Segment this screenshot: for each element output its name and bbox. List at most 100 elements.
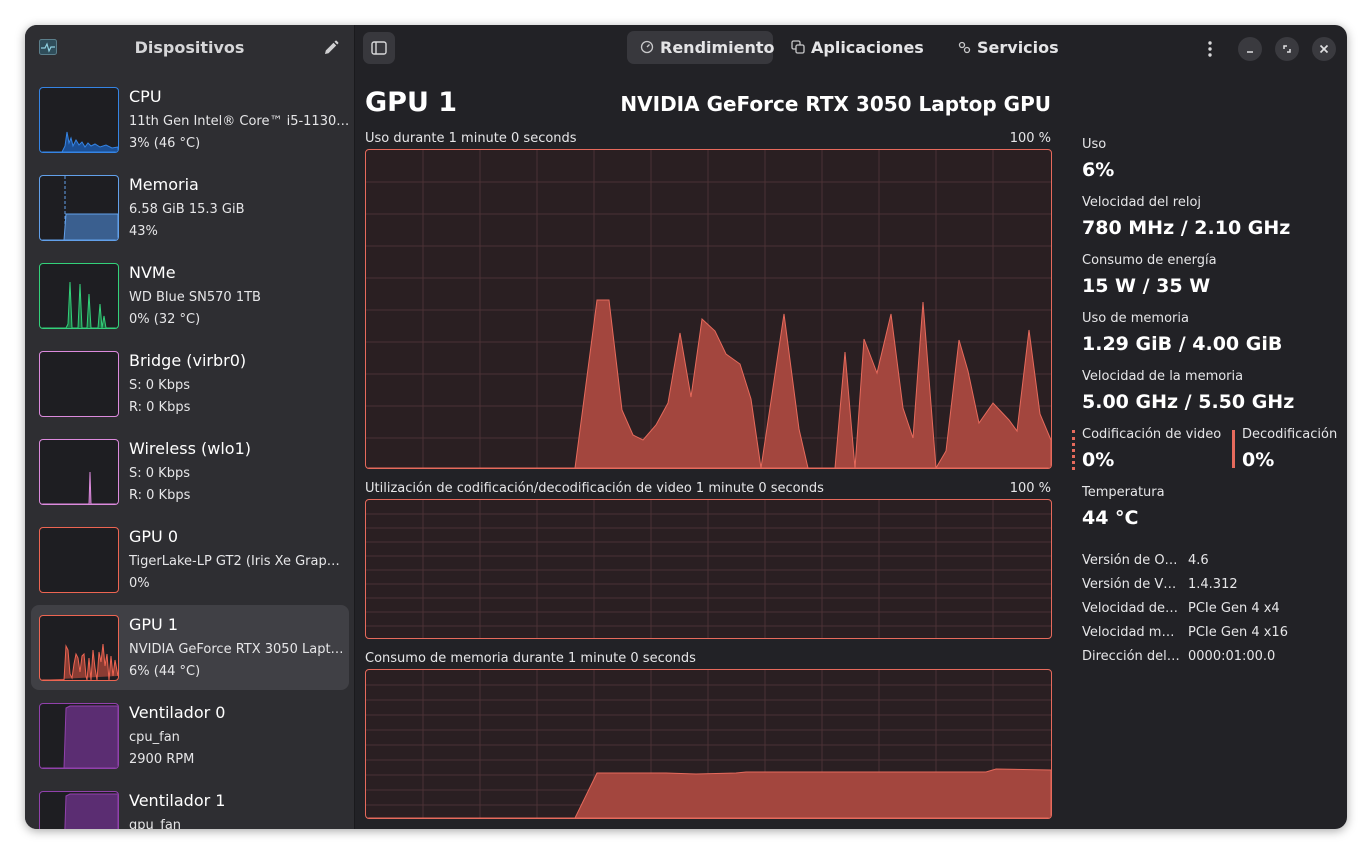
- device-item-gpu-1[interactable]: GPU 1 NVIDIA GeForce RTX 3050 Lapt… 6% (…: [31, 605, 349, 690]
- device-item-nvme[interactable]: NVMe WD Blue SN570 1TB 0% (32 °C): [31, 257, 349, 342]
- device-item-fan-1[interactable]: Ventilador 1 gpu_fan: [31, 785, 349, 829]
- device-thumbnail-gpu-1: [39, 615, 119, 681]
- device-detail: S: 0 Kbps: [129, 466, 190, 481]
- device-thumbnail-nvme: [39, 263, 119, 329]
- page-title: GPU 1: [365, 87, 458, 118]
- stat-decode-label: Decodificación d: [1242, 427, 1342, 442]
- usage-graph-max: 100 %: [1009, 131, 1051, 146]
- maximize-button[interactable]: [1275, 37, 1299, 61]
- stat-clock-label: Velocidad del reloj: [1082, 195, 1202, 210]
- close-icon: [1319, 44, 1329, 54]
- tab-label: Rendimiento: [660, 38, 775, 57]
- memory-graph: [365, 669, 1052, 819]
- device-thumbnail-bridge: [39, 351, 119, 417]
- device-detail: 11th Gen Intel® Core™ i5-1130…: [129, 114, 350, 129]
- sidebar-header: Dispositivos: [25, 25, 354, 71]
- device-item-fan-0[interactable]: Ventilador 0 cpu_fan 2900 RPM: [31, 697, 349, 782]
- device-item-bridge[interactable]: Bridge (virbr0) S: 0 Kbps R: 0 Kbps: [31, 345, 349, 430]
- device-name: GPU 0: [129, 527, 179, 546]
- device-thumbnail-fan-1: [39, 791, 119, 829]
- decode-legend-marker: [1232, 430, 1235, 468]
- device-detail: TigerLake-LP GT2 (Iris Xe Grap…: [129, 554, 340, 569]
- detail-value: PCIe Gen 4 x4: [1188, 601, 1280, 616]
- device-thumbnail-fan-0: [39, 703, 119, 769]
- detail-key: Velocidad de…: [1082, 601, 1179, 616]
- device-name: Ventilador 0: [129, 703, 226, 722]
- codec-graph: [365, 499, 1052, 639]
- detail-value: 0000:01:00.0: [1188, 649, 1276, 664]
- detail-value: 4.6: [1188, 553, 1209, 568]
- tab-label: Servicios: [977, 38, 1059, 57]
- tab-rendimiento[interactable]: Rendimiento: [627, 31, 775, 64]
- stat-clock-value: 780 MHz / 2.10 GHz: [1082, 217, 1291, 239]
- maximize-icon: [1283, 45, 1291, 53]
- device-name: Memoria: [129, 175, 199, 194]
- device-detail: NVIDIA GeForce RTX 3050 Lapt…: [129, 642, 344, 657]
- device-thumbnail-memoria: [39, 175, 119, 241]
- graph-grid: [366, 150, 1051, 468]
- device-name: GPU 1: [129, 615, 179, 634]
- codec-graph-label: Utilización de codificación/decodificaci…: [365, 481, 824, 496]
- device-status: 0% (32 °C): [129, 312, 201, 327]
- apps-icon: [791, 40, 805, 54]
- stat-encode-value: 0%: [1082, 449, 1115, 471]
- sidebar: Dispositivos CPU 11th Gen Intel® Core™ i…: [25, 25, 355, 829]
- memory-area: [366, 768, 1051, 818]
- stat-temp-value: 44 °C: [1082, 507, 1139, 529]
- stat-usage-value: 6%: [1082, 159, 1115, 181]
- stat-usage-label: Uso: [1082, 137, 1107, 152]
- stat-memory-label: Uso de memoria: [1082, 311, 1189, 326]
- device-thumbnail-wireless: [39, 439, 119, 505]
- stat-memspeed-value: 5.00 GHz / 5.50 GHz: [1082, 391, 1295, 413]
- stat-decode-value: 0%: [1242, 449, 1275, 471]
- menu-button[interactable]: [1198, 37, 1222, 61]
- tab-aplicaciones[interactable]: Aplicaciones: [785, 31, 925, 64]
- close-button[interactable]: [1312, 37, 1336, 61]
- kebab-menu-icon: [1208, 41, 1212, 57]
- stat-power-value: 15 W / 35 W: [1082, 275, 1211, 297]
- usage-graph: [365, 149, 1052, 469]
- device-detail: cpu_fan: [129, 730, 180, 745]
- detail-value: PCIe Gen 4 x16: [1188, 625, 1288, 640]
- device-name: Wireless (wlo1): [129, 439, 252, 458]
- device-item-memoria[interactable]: Memoria 6.58 GiB 15.3 GiB 43%: [31, 169, 349, 254]
- device-detail: WD Blue SN570 1TB: [129, 290, 261, 305]
- device-name: Ventilador 1: [129, 791, 226, 810]
- minimize-button[interactable]: [1238, 37, 1262, 61]
- device-status: R: 0 Kbps: [129, 488, 191, 503]
- edit-icon[interactable]: [322, 39, 340, 57]
- tab-label: Aplicaciones: [811, 38, 924, 57]
- detail-key: Velocidad m…: [1082, 625, 1175, 640]
- gears-icon: [958, 41, 971, 54]
- sidebar-toggle-button[interactable]: [363, 32, 395, 64]
- usage-graph-label: Uso durante 1 minute 0 seconds: [365, 131, 577, 146]
- memory-graph-label: Consumo de memoria durante 1 minute 0 se…: [365, 651, 696, 666]
- device-name: CPU: [129, 87, 162, 106]
- device-thumbnail-cpu: [39, 87, 119, 153]
- tab-servicios[interactable]: Servicios: [953, 31, 1078, 64]
- device-thumbnail-gpu-0: [39, 527, 119, 593]
- detail-key: Versión de V…: [1082, 577, 1177, 592]
- device-item-cpu[interactable]: CPU 11th Gen Intel® Core™ i5-1130… 3% (4…: [31, 81, 349, 166]
- gauge-icon: [640, 40, 654, 54]
- device-status: R: 0 Kbps: [129, 400, 191, 415]
- sidebar-title: Dispositivos: [134, 38, 245, 57]
- device-item-gpu-0[interactable]: GPU 0 TigerLake-LP GT2 (Iris Xe Grap… 0%: [31, 521, 349, 606]
- device-status: 2900 RPM: [129, 752, 195, 767]
- minimize-icon: [1247, 51, 1253, 53]
- stat-memory-value: 1.29 GiB / 4.00 GiB: [1082, 333, 1283, 355]
- detail-key: Versión de O…: [1082, 553, 1178, 568]
- device-detail: gpu_fan: [129, 818, 182, 829]
- app-icon: [39, 39, 57, 55]
- stat-memspeed-label: Velocidad de la memoria: [1082, 369, 1244, 384]
- sidebar-toggle-icon: [371, 41, 387, 55]
- device-name: NVMe: [129, 263, 176, 282]
- device-status: 6% (44 °C): [129, 664, 201, 679]
- device-name: Bridge (virbr0): [129, 351, 247, 370]
- device-status: 0%: [129, 576, 150, 591]
- device-status: 3% (46 °C): [129, 136, 201, 151]
- device-detail: 6.58 GiB 15.3 GiB: [129, 202, 245, 217]
- device-item-wireless[interactable]: Wireless (wlo1) S: 0 Kbps R: 0 Kbps: [31, 433, 349, 518]
- device-status: 43%: [129, 224, 158, 239]
- stat-power-label: Consumo de energía: [1082, 253, 1217, 268]
